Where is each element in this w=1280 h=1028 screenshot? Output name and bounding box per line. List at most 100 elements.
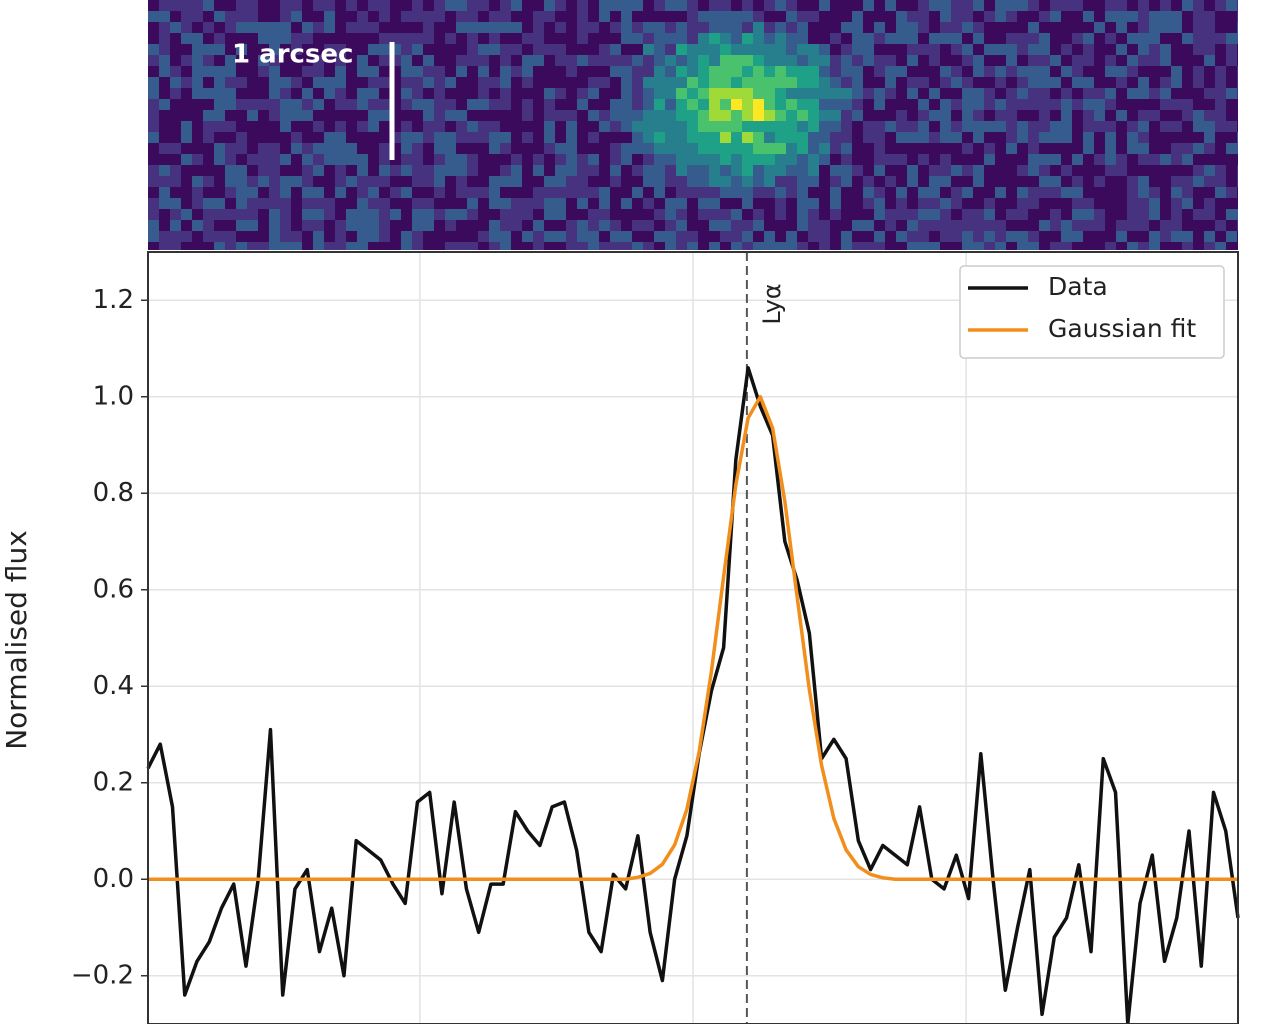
image-pixel (698, 198, 709, 209)
image-pixel (192, 154, 203, 165)
image-pixel (709, 242, 720, 250)
image-pixel (830, 143, 841, 154)
image-pixel (1226, 0, 1237, 11)
image-pixel (1149, 242, 1160, 250)
image-pixel (588, 187, 599, 198)
image-pixel (225, 22, 236, 33)
image-pixel (500, 132, 511, 143)
image-pixel (940, 176, 951, 187)
image-pixel (819, 44, 830, 55)
image-pixel (1006, 132, 1017, 143)
image-pixel (434, 165, 445, 176)
image-pixel (1127, 11, 1138, 22)
image-pixel (929, 165, 940, 176)
image-pixel (225, 55, 236, 66)
image-pixel (995, 66, 1006, 77)
image-pixel (951, 22, 962, 33)
image-pixel (313, 220, 324, 231)
image-pixel (1039, 154, 1050, 165)
image-pixel (1006, 44, 1017, 55)
image-pixel (709, 121, 720, 132)
image-pixel (632, 165, 643, 176)
image-pixel (698, 22, 709, 33)
image-pixel (555, 198, 566, 209)
series-line (148, 395, 1238, 881)
image-pixel (1127, 55, 1138, 66)
image-pixel (181, 154, 192, 165)
image-pixel (830, 77, 841, 88)
image-pixel (665, 242, 676, 250)
image-pixel (511, 165, 522, 176)
image-pixel (1028, 99, 1039, 110)
image-pixel (687, 176, 698, 187)
image-pixel (720, 33, 731, 44)
image-pixel (1138, 187, 1149, 198)
image-pixel (742, 44, 753, 55)
image-pixel (500, 22, 511, 33)
image-pixel (819, 132, 830, 143)
image-pixel (1116, 22, 1127, 33)
image-pixel (159, 44, 170, 55)
image-pixel (786, 154, 797, 165)
image-pixel (181, 121, 192, 132)
image-pixel (885, 176, 896, 187)
image-pixel (258, 22, 269, 33)
image-pixel (335, 143, 346, 154)
image-pixel (852, 33, 863, 44)
image-pixel (676, 143, 687, 154)
image-pixel (379, 110, 390, 121)
image-pixel (1039, 187, 1050, 198)
image-pixel (335, 77, 346, 88)
image-pixel (467, 55, 478, 66)
image-pixel (269, 88, 280, 99)
image-pixel (676, 44, 687, 55)
image-pixel (368, 231, 379, 242)
image-pixel (731, 132, 742, 143)
image-pixel (720, 209, 731, 220)
image-pixel (753, 165, 764, 176)
image-pixel (324, 0, 335, 11)
image-pixel (1138, 242, 1149, 250)
image-pixel (709, 165, 720, 176)
image-pixel (709, 77, 720, 88)
image-pixel (896, 121, 907, 132)
image-pixel (753, 220, 764, 231)
image-pixel (280, 22, 291, 33)
image-pixel (973, 110, 984, 121)
image-pixel (786, 121, 797, 132)
image-pixel (687, 132, 698, 143)
image-pixel (1072, 198, 1083, 209)
image-pixel (357, 55, 368, 66)
image-pixel (357, 231, 368, 242)
image-pixel (1138, 132, 1149, 143)
image-pixel (214, 99, 225, 110)
legend-label: Data (1048, 272, 1108, 301)
image-pixel (203, 220, 214, 231)
image-pixel (643, 176, 654, 187)
image-pixel (984, 11, 995, 22)
image-pixel (357, 22, 368, 33)
image-pixel (643, 44, 654, 55)
image-pixel (1215, 77, 1226, 88)
image-pixel (1182, 33, 1193, 44)
image-pixel (566, 187, 577, 198)
image-pixel (1182, 176, 1193, 187)
image-pixel (1127, 220, 1138, 231)
image-pixel (170, 0, 181, 11)
image-pixel (379, 0, 390, 11)
image-pixel (500, 165, 511, 176)
image-pixel (753, 187, 764, 198)
image-pixel (643, 33, 654, 44)
image-pixel (753, 121, 764, 132)
image-pixel (445, 110, 456, 121)
image-pixel (918, 22, 929, 33)
image-pixel (1226, 209, 1237, 220)
image-pixel (907, 77, 918, 88)
image-pixel (313, 22, 324, 33)
image-pixel (1006, 121, 1017, 132)
image-pixel (819, 55, 830, 66)
image-pixel (742, 110, 753, 121)
image-pixel (291, 110, 302, 121)
image-pixel (1160, 121, 1171, 132)
image-pixel (390, 44, 401, 55)
